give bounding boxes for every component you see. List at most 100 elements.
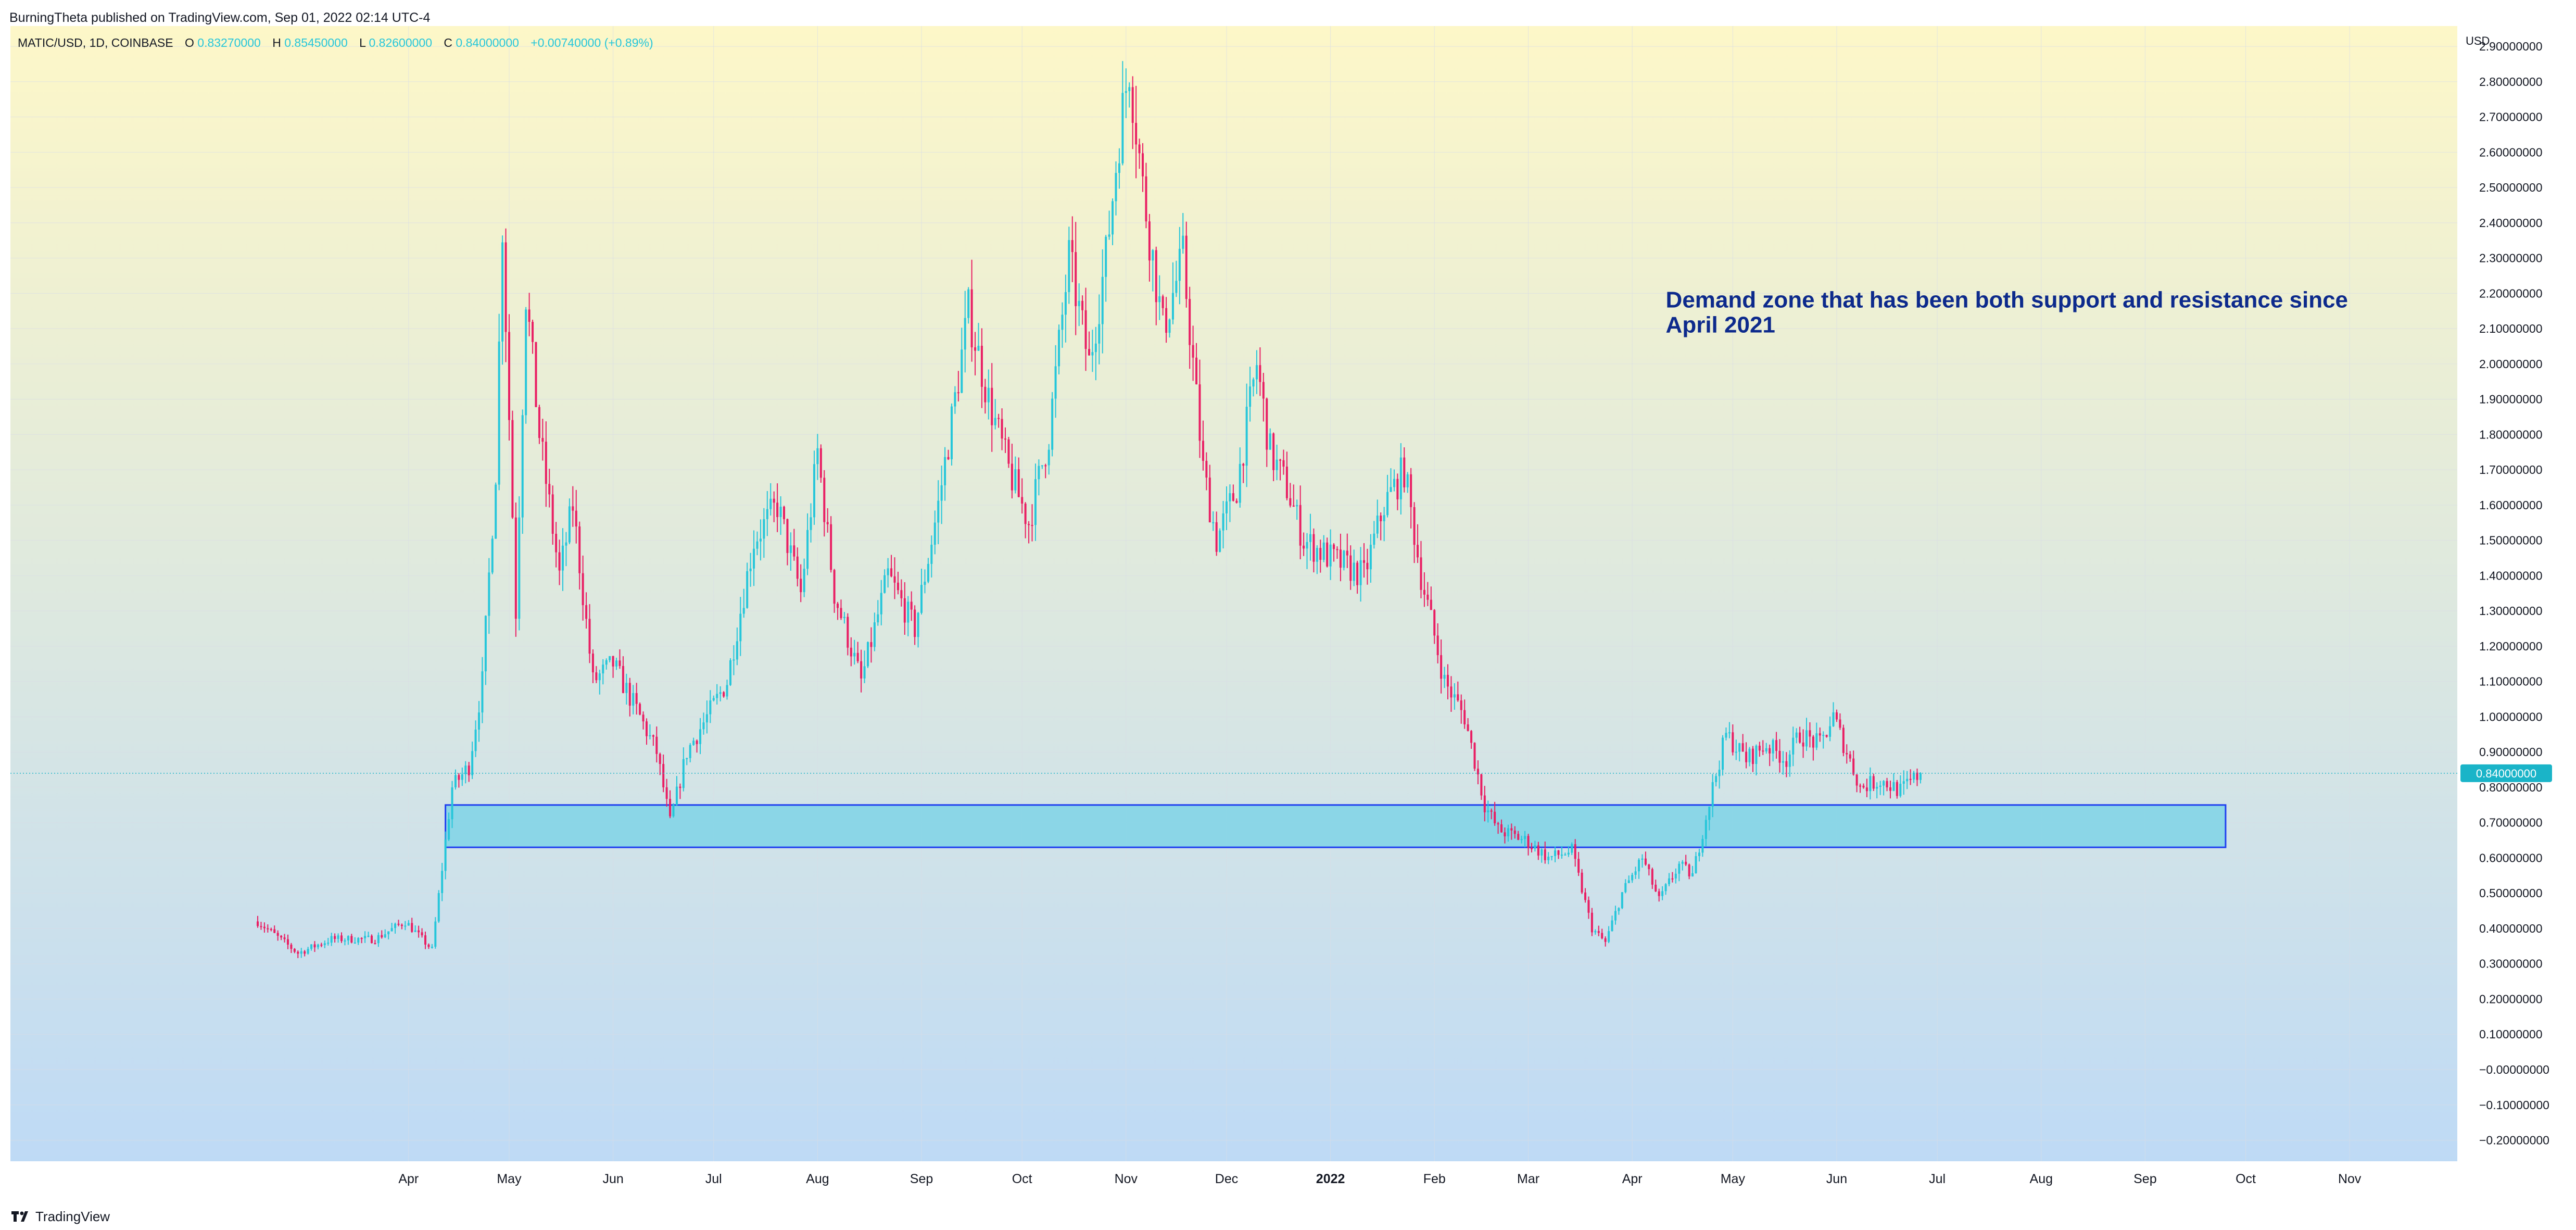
price-tick-label: 1.60000000: [2479, 498, 2543, 512]
time-tick-label: Jul: [1929, 1172, 1946, 1186]
candle-body: [1363, 560, 1366, 563]
candle-body: [1765, 748, 1767, 752]
candle-body: [1634, 871, 1637, 875]
candle-body: [411, 923, 413, 932]
candle-body: [1584, 892, 1587, 900]
price-tick-label: 1.20000000: [2479, 639, 2543, 653]
candle-body: [1155, 250, 1157, 303]
candle-body: [488, 572, 490, 616]
candle-body: [1148, 221, 1151, 261]
candle-body: [1171, 293, 1174, 320]
candle-body: [347, 936, 349, 940]
candle-body: [1490, 810, 1493, 812]
candle-body: [1091, 352, 1094, 356]
symbol-label: MATIC/USD, 1D, COINBASE: [18, 36, 173, 49]
candle-body: [1815, 733, 1818, 748]
candle-body: [1470, 731, 1473, 743]
candle-body: [628, 683, 631, 706]
candle-body: [994, 418, 996, 425]
candle-body: [1571, 844, 1573, 853]
price-tick-label: 2.90000000: [2479, 40, 2543, 53]
candle-body: [1865, 787, 1868, 792]
candle-body: [806, 530, 809, 569]
candle-body: [1417, 545, 1419, 558]
candle-body: [853, 652, 856, 657]
time-tick-label: Nov: [1115, 1172, 1138, 1186]
candle-body: [421, 932, 423, 936]
candle-body: [863, 666, 866, 679]
candle-body: [813, 464, 815, 518]
candle-body: [300, 951, 302, 954]
candle-body: [1259, 365, 1261, 382]
candle-body: [1785, 761, 1788, 767]
candle-body: [1312, 534, 1315, 562]
candle-body: [568, 506, 571, 543]
candle-body: [924, 582, 926, 585]
chart-area[interactable]: Demand zone that has been both support a…: [10, 26, 2576, 1203]
candle-body: [1748, 748, 1751, 762]
candle-body: [1125, 91, 1127, 93]
candle-body: [1587, 900, 1590, 913]
candle-body: [1855, 774, 1858, 786]
candle-body: [307, 949, 309, 954]
candle-body: [602, 664, 604, 674]
candle-body: [843, 617, 845, 618]
candle-body: [917, 612, 919, 637]
candle-body: [1738, 743, 1741, 752]
candle-body: [833, 570, 836, 604]
candle-body: [896, 582, 899, 591]
candle-body: [1540, 849, 1543, 856]
price-tick-label: −0.20000000: [2479, 1134, 2549, 1147]
candle-body: [1701, 839, 1704, 853]
candle-body: [1064, 292, 1067, 315]
candle-body: [1778, 750, 1781, 763]
footer-brand-label: TradingView: [35, 1208, 110, 1224]
time-axis[interactable]: Apr May Jun Jul Aug Sep Oct Nov Dec 2022 Feb Mar Apr…: [10, 1161, 2457, 1203]
candle-body: [511, 420, 514, 518]
candle-body: [1892, 782, 1895, 791]
footer-brand[interactable]: TradingView: [9, 1205, 110, 1228]
candle-body: [582, 573, 584, 606]
candle-body: [1158, 296, 1161, 303]
candle-body: [1507, 828, 1509, 837]
candle-body: [1883, 781, 1885, 786]
candle-body: [1594, 931, 1597, 933]
time-tick-label: May: [1721, 1172, 1746, 1186]
candle-body: [1728, 732, 1731, 734]
candlestick-chart[interactable]: Demand zone that has been both support a…: [10, 26, 2576, 1203]
price-tick-label: 0.40000000: [2479, 922, 2543, 935]
candle-body: [404, 925, 407, 927]
candle-body: [1420, 557, 1422, 590]
candle-body: [1329, 544, 1332, 567]
candle-body: [1624, 883, 1627, 893]
price-tick-label: 2.40000000: [2479, 216, 2543, 230]
candle-body: [984, 386, 987, 403]
price-axis[interactable]: USD 2.90000000 2.80000000 2.70000000 2.6000…: [2457, 26, 2576, 1203]
candle-body: [1661, 891, 1664, 896]
candle-body: [1189, 299, 1191, 345]
candle-body: [1121, 93, 1124, 164]
candle-body: [1078, 300, 1080, 306]
price-tick-label: 0.20000000: [2479, 992, 2543, 1006]
candle-body: [290, 944, 293, 949]
price-tick-label: 2.50000000: [2479, 181, 2543, 194]
candle-body: [1735, 751, 1737, 753]
candle-body: [930, 545, 933, 564]
candle-body: [910, 601, 913, 610]
candle-body: [1226, 501, 1228, 513]
candle-body: [1369, 545, 1372, 570]
candle-body: [461, 774, 463, 780]
candle-body: [1457, 694, 1459, 700]
current-price-tag: 0.84000000: [2460, 764, 2552, 782]
candle-body: [1564, 854, 1567, 856]
candle-body: [464, 765, 467, 774]
candle-body: [1812, 736, 1814, 748]
candle-body: [1460, 700, 1462, 710]
candle-body: [1299, 505, 1302, 546]
candle-body: [377, 935, 380, 944]
candle-body: [759, 538, 762, 542]
candle-body: [1101, 277, 1104, 324]
candle-body: [1655, 884, 1657, 892]
candle-body: [1215, 522, 1218, 552]
candle-body: [1245, 407, 1248, 466]
